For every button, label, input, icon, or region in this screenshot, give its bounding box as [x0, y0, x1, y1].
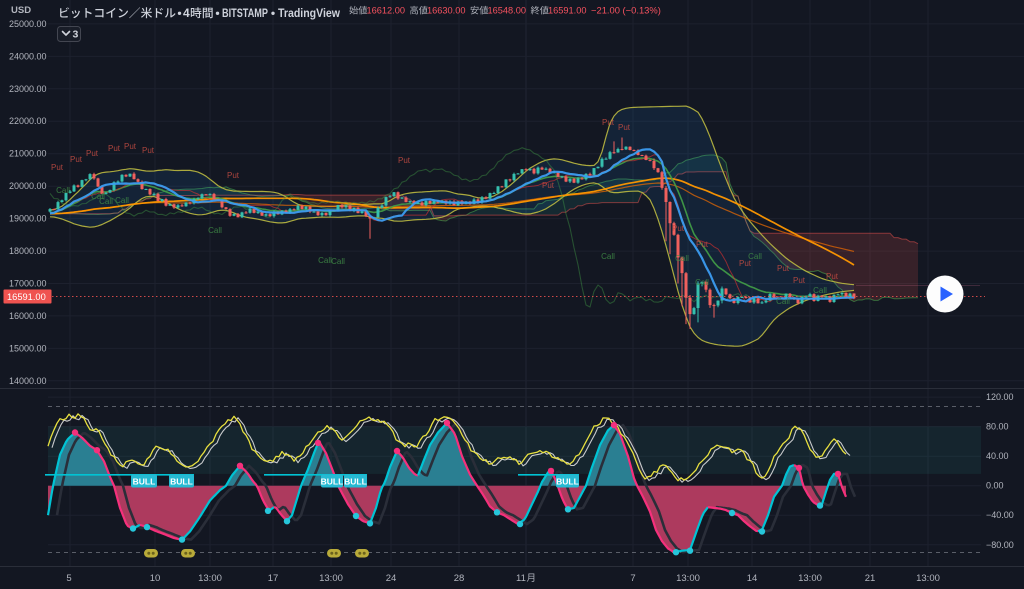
svg-text:Call: Call: [99, 197, 113, 206]
svg-text:16000.00: 16000.00: [9, 311, 47, 321]
svg-text:Put: Put: [86, 149, 99, 158]
svg-text:BULL: BULL: [133, 477, 156, 487]
svg-text:4: 4: [183, 6, 190, 20]
svg-text:16591.00: 16591.00: [7, 292, 46, 302]
svg-text:13:00: 13:00: [198, 573, 222, 584]
svg-text:10: 10: [150, 573, 161, 584]
svg-text:Call: Call: [56, 186, 70, 195]
svg-text:13:00: 13:00: [798, 573, 822, 584]
svg-text:Put: Put: [793, 276, 806, 285]
svg-text:16548.00: 16548.00: [488, 5, 527, 16]
svg-text:Put: Put: [672, 224, 685, 233]
svg-text:Put: Put: [696, 240, 709, 249]
svg-text:Put: Put: [108, 144, 121, 153]
svg-text:19000.00: 19000.00: [9, 214, 47, 224]
svg-text:80.00: 80.00: [986, 422, 1009, 432]
svg-text:Put: Put: [777, 264, 790, 273]
svg-text:23000.00: 23000.00: [9, 84, 47, 94]
svg-text:Call: Call: [331, 257, 345, 266]
svg-text:Put: Put: [542, 181, 555, 190]
svg-text:Call: Call: [813, 286, 827, 295]
svg-text:Put: Put: [227, 171, 240, 180]
svg-text:Put: Put: [826, 272, 839, 281]
svg-text:Put: Put: [70, 155, 83, 164]
svg-text:Call: Call: [208, 226, 222, 235]
svg-text:BULL: BULL: [344, 477, 367, 487]
svg-text:Put: Put: [51, 163, 64, 172]
svg-text:13:00: 13:00: [916, 573, 940, 584]
svg-text:BULL: BULL: [556, 477, 579, 487]
svg-text:Put: Put: [618, 123, 631, 132]
svg-text:16612.00: 16612.00: [367, 5, 406, 16]
svg-text:BULL: BULL: [170, 477, 193, 487]
svg-text:0.00: 0.00: [986, 481, 1004, 491]
svg-text:5: 5: [66, 573, 71, 584]
svg-text:16591.00: 16591.00: [548, 5, 587, 16]
svg-text:22000.00: 22000.00: [9, 116, 47, 126]
svg-text:Call: Call: [318, 256, 332, 265]
svg-text:17: 17: [268, 573, 279, 584]
svg-text:40.00: 40.00: [986, 451, 1009, 461]
svg-text:USD: USD: [11, 5, 31, 16]
svg-text:3: 3: [73, 29, 79, 41]
svg-text:TradingView: TradingView: [278, 6, 341, 20]
svg-text:Put: Put: [739, 259, 752, 268]
svg-text:13:00: 13:00: [319, 573, 343, 584]
svg-text:13:00: 13:00: [676, 573, 700, 584]
svg-text:20000.00: 20000.00: [9, 181, 47, 191]
svg-text:−21.00 (−0.13%): −21.00 (−0.13%): [591, 5, 661, 16]
svg-text:18000.00: 18000.00: [9, 246, 47, 256]
svg-text:14000.00: 14000.00: [9, 376, 47, 386]
svg-text:28: 28: [454, 573, 465, 584]
svg-text:Call: Call: [601, 252, 615, 261]
svg-text:21000.00: 21000.00: [9, 149, 47, 159]
svg-text:Call: Call: [695, 278, 709, 287]
svg-text:Call: Call: [776, 297, 790, 306]
svg-text:BITSTAMP: BITSTAMP: [222, 6, 268, 20]
svg-text:Put: Put: [602, 118, 615, 127]
svg-text:120.00: 120.00: [986, 392, 1014, 402]
svg-text:25000.00: 25000.00: [9, 19, 47, 29]
svg-text:Put: Put: [124, 142, 137, 151]
svg-text:Put: Put: [142, 146, 155, 155]
svg-text:15000.00: 15000.00: [9, 343, 47, 353]
svg-text:24000.00: 24000.00: [9, 51, 47, 61]
svg-text:17000.00: 17000.00: [9, 279, 47, 289]
svg-text:BULL: BULL: [321, 477, 344, 487]
svg-text:24: 24: [386, 573, 397, 584]
svg-text:−40.00: −40.00: [986, 510, 1014, 520]
svg-text:Put: Put: [398, 156, 411, 165]
svg-text:Call: Call: [748, 252, 762, 261]
svg-text:14: 14: [747, 573, 758, 584]
svg-text:7: 7: [630, 573, 635, 584]
svg-text:11: 11: [516, 573, 526, 584]
svg-text:21: 21: [865, 573, 876, 584]
svg-text:Call: Call: [675, 254, 689, 263]
svg-text:Call: Call: [115, 196, 129, 205]
svg-text:−80.00: −80.00: [986, 540, 1014, 550]
svg-text:Call: Call: [91, 192, 105, 201]
svg-text:16630.00: 16630.00: [427, 5, 466, 16]
